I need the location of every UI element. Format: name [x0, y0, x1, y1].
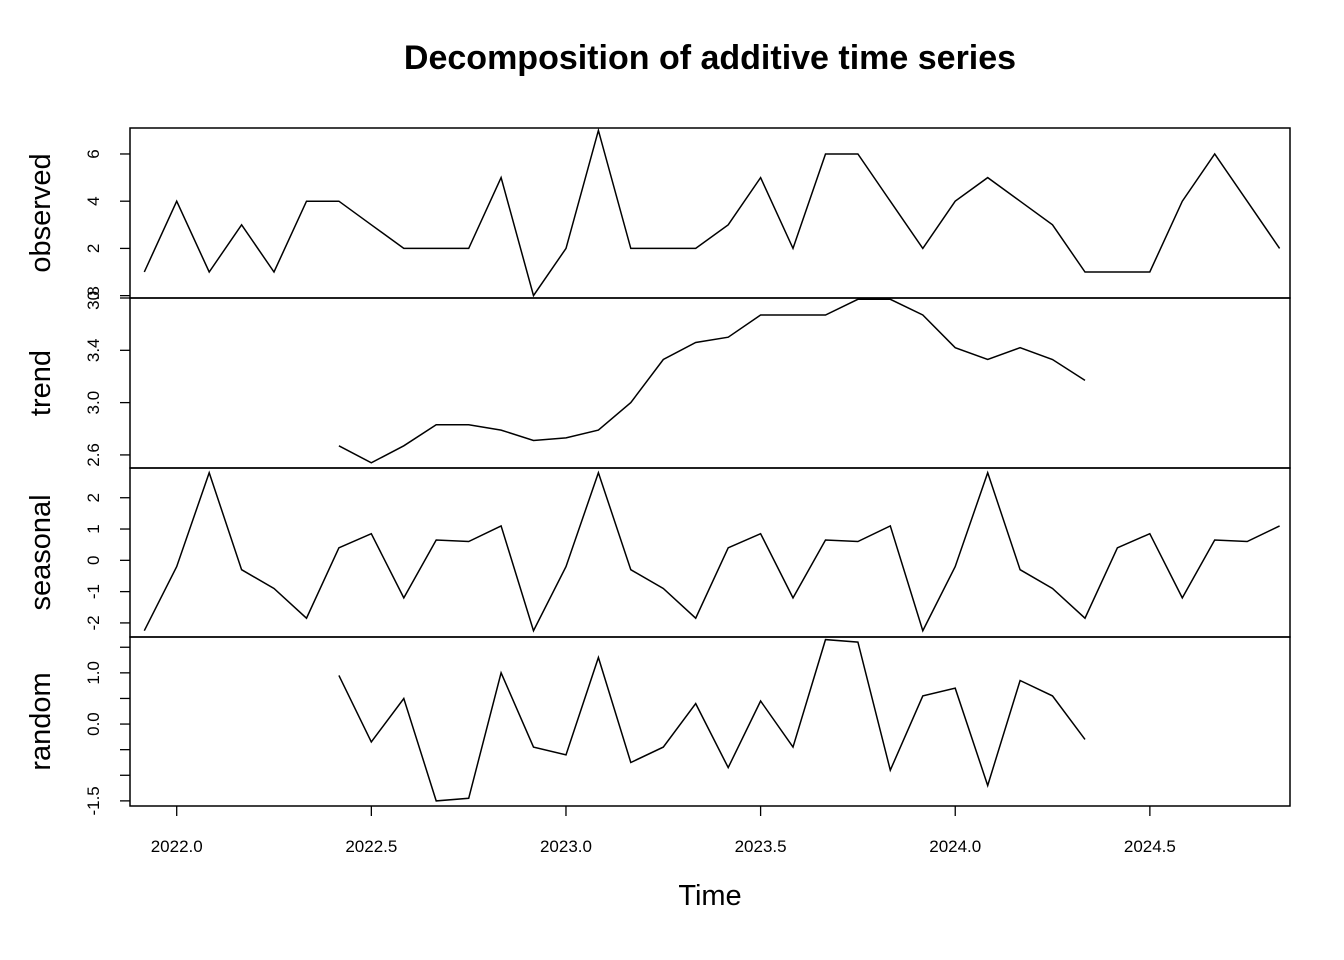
y-axis-title-seasonal: seasonal — [25, 494, 57, 610]
x-tick-label: 2023.0 — [540, 837, 592, 856]
x-tick-label: 2022.5 — [345, 837, 397, 856]
panel-frame-random — [129, 636, 1291, 807]
panel-observed: 0 2 4 6 observed — [25, 127, 1291, 300]
y-tick-label-trend: 2.6 — [84, 443, 103, 467]
x-tick-label: 2024.0 — [929, 837, 981, 856]
series-line-trend — [338, 298, 1086, 464]
chart-title: Decomposition of additive time series — [404, 39, 1016, 77]
y-tick-label-seasonal: -1 — [84, 584, 103, 599]
series-line-random — [338, 638, 1086, 802]
x-tick-label: 2024.5 — [1124, 837, 1176, 856]
y-tick-label-seasonal: 0 — [84, 556, 103, 565]
y-tick-label-observed: 2 — [84, 244, 103, 253]
y-tick-label-seasonal: -2 — [84, 615, 103, 630]
y-tick-label-observed: 0 — [84, 291, 103, 300]
series-line-seasonal — [143, 470, 1280, 633]
y-axis-title-observed: observed — [25, 153, 57, 272]
x-tick-label: 2022.0 — [151, 837, 203, 856]
y-tick-label-observed: 6 — [84, 149, 103, 158]
panel-seasonal: -2 -1 0 1 2 seasonal — [25, 467, 1291, 638]
panels: 0 2 4 6 observed 2.6 3.0 3.4 3.8 trend -2 -1 0 1 2 seas… — [25, 127, 1291, 816]
y-tick-label-seasonal: 2 — [84, 493, 103, 502]
y-axis-title-random: random — [25, 672, 57, 770]
series-line-observed — [143, 127, 1281, 298]
y-tick-label-random: 0.0 — [84, 712, 103, 736]
y-tick-label-random: -1.5 — [84, 786, 103, 815]
y-tick-label-trend: 3.0 — [84, 391, 103, 415]
x-axis: 2022.0 2022.5 2023.0 2023.5 2024.0 2024.5 — [151, 806, 1176, 856]
panel-random: -1.5 0.0 1.0 random — [25, 636, 1291, 816]
y-tick-label-seasonal: 1 — [84, 524, 103, 533]
y-tick-label-trend: 3.4 — [84, 338, 103, 362]
panel-trend: 2.6 3.0 3.4 3.8 trend — [25, 286, 1291, 469]
y-tick-label-observed: 4 — [84, 196, 103, 205]
y-tick-label-trend: 3.8 — [84, 286, 103, 310]
y-tick-label-random: 1.0 — [84, 661, 103, 685]
panel-frame-trend — [129, 297, 1291, 469]
x-tick-label: 2023.5 — [735, 837, 787, 856]
x-axis-title: Time — [678, 880, 741, 912]
y-axis-title-trend: trend — [25, 350, 57, 416]
